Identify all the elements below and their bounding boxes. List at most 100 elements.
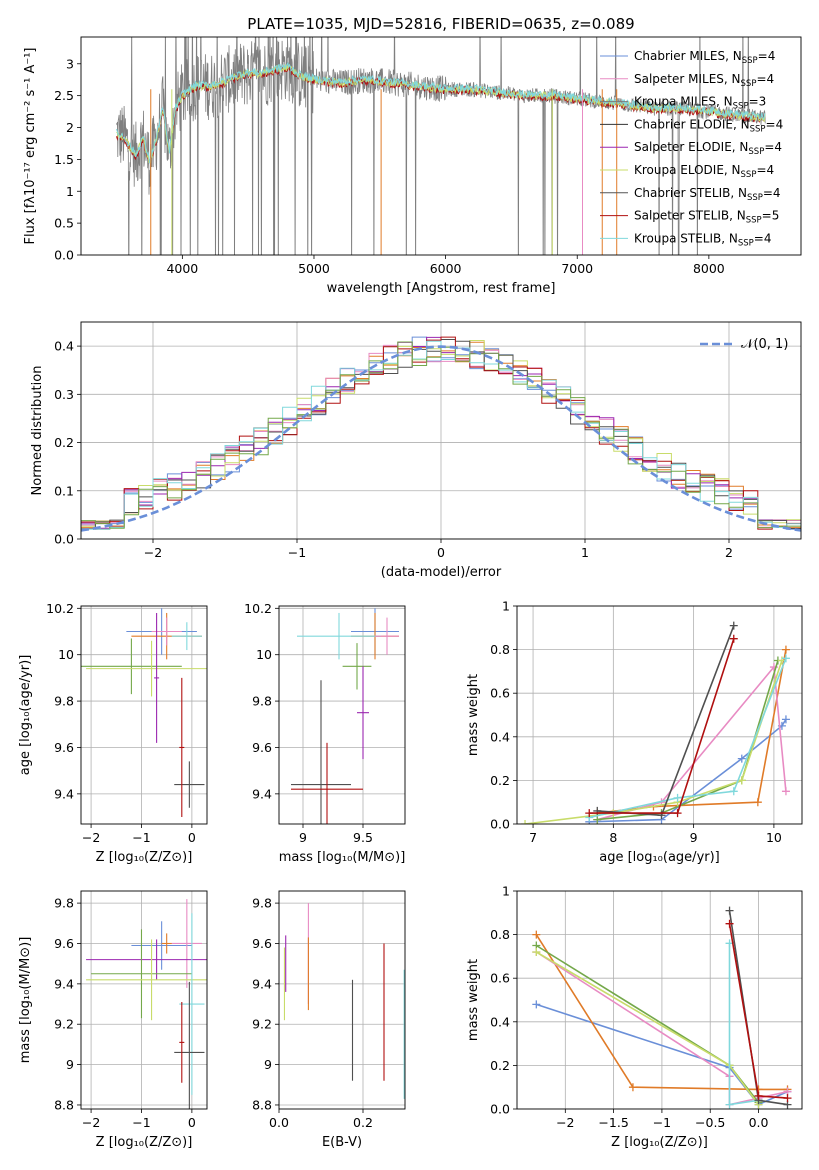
observed-spectrum [116, 37, 766, 255]
y-tick-label: 9.4 [252, 786, 272, 801]
mass-weight-point [781, 787, 790, 796]
y-tick-label: 9.8 [54, 896, 74, 911]
legend-label: Kroupa STELIB, NSSP=4 [634, 231, 772, 248]
errorbar [357, 666, 369, 760]
y-tick-label: 9.8 [54, 694, 74, 709]
legend-label: 𝒩(0, 1) [741, 337, 788, 352]
mass-weight-line [589, 658, 787, 819]
legend-label-tail: =4 [764, 140, 782, 154]
errorbar [375, 617, 399, 655]
legend-item: Chabrier ELODIE, NSSP=4 [600, 117, 783, 134]
errorbar [291, 742, 363, 824]
legend-item: Kroupa ELODIE, NSSP=4 [600, 163, 774, 180]
legend-item: Chabrier MILES, NSSP=4 [600, 49, 775, 66]
plot-area [517, 891, 802, 1109]
axes-frame [278, 890, 406, 1110]
mass-weight-point [585, 809, 594, 818]
mass-weight-point [725, 1100, 734, 1109]
legend-label-sub: SSP [747, 193, 763, 203]
x-tick-label: 8000 [693, 261, 725, 276]
errorbar [86, 939, 207, 1021]
y-tick-label: 0.5 [54, 216, 74, 231]
panel-mass_weight_vs_Z: −2 −1.5 −1 −0.5 0.0 0.0 0.2 0.4 0.6 0.8 1 Z [log₁₀(… [466, 884, 803, 1150]
mass-weight-line [597, 625, 735, 817]
legend-label-tail: =4 [766, 117, 784, 131]
plot-area [81, 322, 801, 539]
x-tick-label: 5000 [298, 261, 330, 276]
model-spectrum-line [116, 61, 766, 164]
y-tick-label: 10.2 [244, 601, 272, 616]
mass-weight-point [729, 787, 738, 796]
plot-area [517, 606, 802, 824]
y-tick-label: 0.8 [490, 642, 510, 657]
legend-label-tail: =5 [762, 209, 780, 223]
legend-label-text: Chabrier MILES, N [634, 49, 742, 63]
axes-frame [516, 890, 803, 1110]
y-tick-label: 9.2 [54, 1017, 74, 1032]
legend-label: Salpeter MILES, NSSP=4 [634, 72, 774, 89]
legend-label-text: Kroupa ELODIE, N [634, 163, 741, 177]
x-tick-label: −1 [132, 830, 150, 845]
y-tick-label: 0.0 [54, 532, 74, 547]
y-tick-label: 10 [256, 647, 272, 662]
y-tick-label: 0.3 [54, 387, 74, 402]
axes-frame [80, 36, 802, 256]
legend-label-sub: SSP [746, 216, 762, 226]
mass-weight-point [781, 645, 790, 654]
x-tick-label: 8 [609, 830, 617, 845]
x-tick-label: 7000 [561, 261, 593, 276]
mass-weight-line [535, 934, 788, 1091]
mass-weight-point [532, 930, 541, 939]
mass-weight-point [532, 948, 541, 957]
y-tick-label: 9.6 [252, 740, 272, 755]
y-tick-label: 0.2 [490, 773, 510, 788]
x-tick-label: 0 [188, 1115, 196, 1130]
errorbar [291, 680, 351, 824]
mass-weight-point [521, 820, 530, 824]
y-tick-label: 0.2 [490, 1058, 510, 1073]
y-tick-label: 9.6 [252, 936, 272, 951]
mass-weight-line [524, 660, 783, 824]
y-tick-label: 1.5 [54, 152, 74, 167]
x-tick-label: 9.5 [353, 830, 373, 845]
legend-label: Salpeter ELODIE, NSSP=4 [634, 140, 782, 157]
y-tick-label: 0.4 [490, 1014, 510, 1029]
x-tick-label: 9 [299, 830, 307, 845]
x-axis-label: wavelength [Angstrom, rest frame] [327, 281, 556, 296]
x-tick-label: −1.5 [598, 1115, 628, 1130]
x-axis-label: Z [log₁₀(Z/Z⊙)] [96, 850, 193, 865]
mass-weight-point [737, 754, 746, 763]
legend-label: Chabrier STELIB, NSSP=4 [634, 186, 781, 203]
legend-label-text: Salpeter MILES, N [634, 72, 741, 86]
plot-area [81, 606, 207, 824]
y-tick-label: 9 [264, 1057, 272, 1072]
panel-age_vs_Z: −2 −1 0 9.4 9.6 9.8 10 10.2 Z [log₁₀(Z/Z⊙)] age [… [18, 601, 208, 865]
plot-area [279, 606, 405, 824]
x-axis-label: age [log₁₀(age/yr)] [599, 850, 720, 865]
y-tick-label: 0.4 [54, 339, 74, 354]
x-tick-label: 2 [725, 545, 733, 560]
errorbar [342, 643, 372, 690]
x-tick-label: −0.5 [695, 1115, 725, 1130]
x-tick-label: 0.2 [353, 1115, 373, 1130]
mass-weight-point [673, 809, 682, 818]
x-tick-label: 4000 [166, 261, 198, 276]
y-tick-label: 10 [58, 647, 74, 662]
y-tick-label: 2 [66, 120, 74, 135]
mass-weight-point [725, 919, 734, 928]
y-tick-label: 9.6 [54, 936, 74, 951]
mass-weight-point [673, 793, 682, 802]
panel-spectrum: 4000 5000 6000 7000 8000 0.0 0.5 1 1.5 2 2.5 3 wavel… [23, 36, 802, 296]
y-tick-label: 8.8 [54, 1097, 74, 1112]
mass-weight-point [729, 621, 738, 630]
x-tick-label: 9 [690, 830, 698, 845]
legend-label: Salpeter STELIB, NSSP=5 [634, 209, 779, 226]
axes-frame [80, 321, 802, 540]
errorbar [171, 622, 202, 651]
y-axis-label: Normed distribution [30, 366, 45, 496]
figure-title: PLATE=1035, MJD=52816, FIBERID=0635, z=0… [247, 15, 634, 33]
legend-item: Kroupa MILES, NSSP=3 [600, 95, 766, 112]
legend-label-sub: SSP [741, 170, 757, 180]
y-tick-label: 0.1 [54, 483, 74, 498]
y-tick-label: 9.2 [252, 1017, 272, 1032]
